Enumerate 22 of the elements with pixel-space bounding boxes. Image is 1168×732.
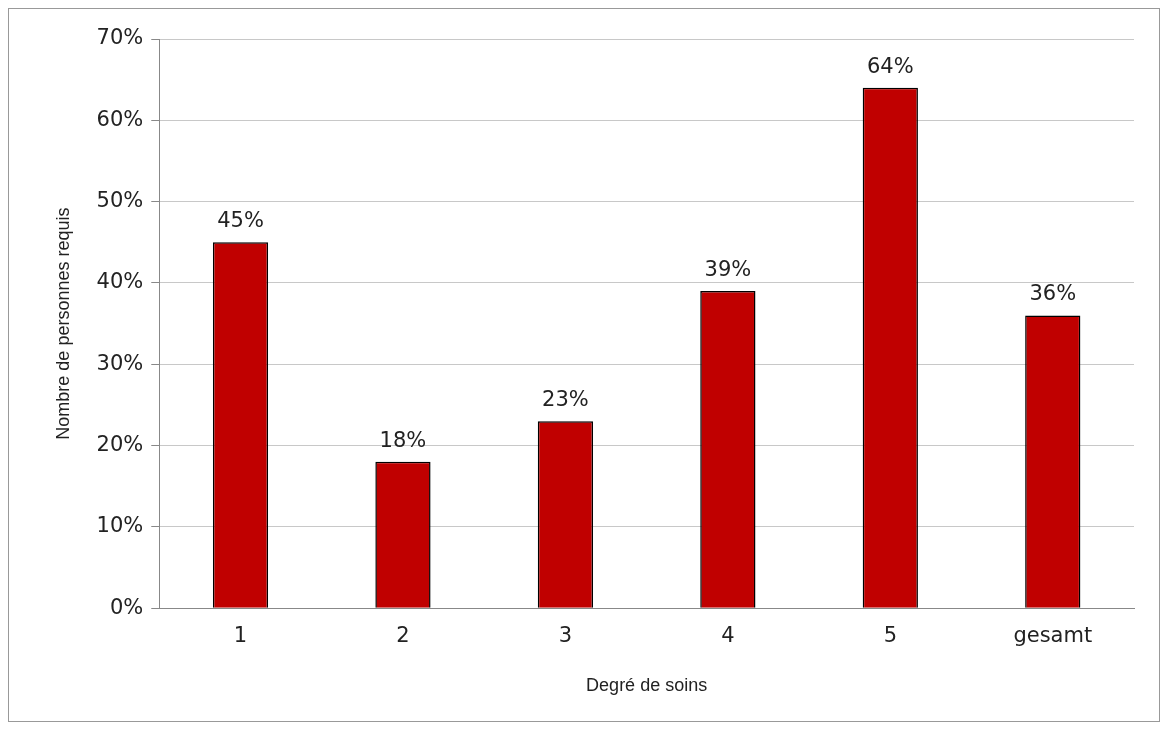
x-axis-title: Degré de soins (586, 675, 708, 696)
y-tick-label: 30% (96, 350, 144, 375)
data-label: 18% (379, 427, 427, 452)
data-label: 64% (866, 53, 914, 78)
data-label: 45% (217, 208, 264, 233)
x-tick-label: gesamt (1013, 623, 1093, 648)
y-tick-label: 40% (96, 269, 144, 294)
y-tick-label: 20% (96, 432, 144, 457)
y-tick-label: 10% (96, 513, 144, 538)
y-tick-label: 60% (96, 106, 144, 131)
data-label: 36% (1029, 281, 1077, 306)
x-tick-label: 1 (233, 623, 248, 648)
x-tick-label: 4 (721, 623, 735, 648)
x-tick-label: 2 (396, 623, 410, 648)
y-tick-label: 70% (96, 25, 144, 50)
data-label: 39% (704, 257, 752, 282)
x-tick-label: 3 (558, 623, 573, 648)
x-tick-label: 5 (883, 623, 898, 648)
y-tick-label: 50% (96, 188, 144, 213)
data-label: 23% (542, 387, 589, 412)
y-tick-label: 0% (109, 594, 144, 619)
y-axis-title: Nombre de personnes requis (52, 207, 73, 440)
